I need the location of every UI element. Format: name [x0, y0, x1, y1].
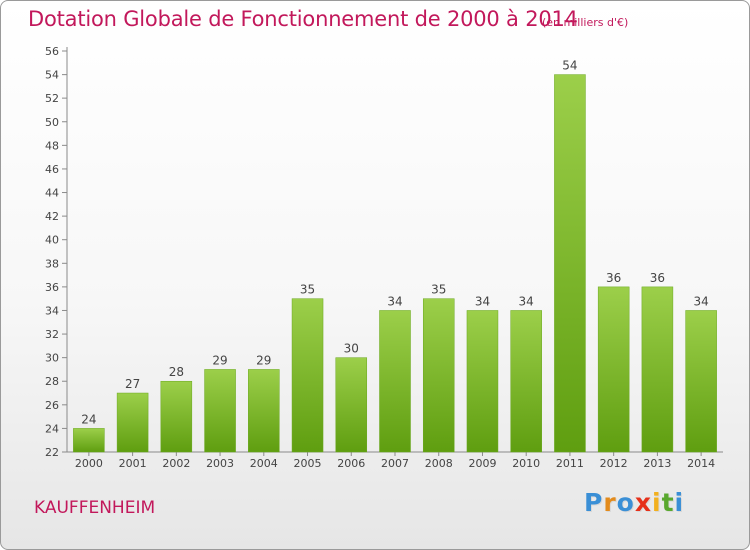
y-tick-label: 54 [45, 69, 59, 82]
x-tick-label: 2009 [468, 457, 496, 470]
bar-2013 [641, 286, 674, 453]
bar-value-label: 36 [606, 271, 621, 285]
y-tick-label: 46 [45, 163, 59, 176]
bar-value-label: 29 [256, 353, 271, 367]
x-tick-label: 2005 [294, 457, 322, 470]
logo-letter: x [634, 488, 652, 517]
x-tick-label: 2007 [381, 457, 409, 470]
bar-2001 [116, 392, 149, 453]
x-tick-label: 2008 [425, 457, 453, 470]
x-tick-label: 2004 [250, 457, 278, 470]
bar-2009 [466, 310, 499, 453]
bar-2007 [379, 310, 411, 453]
logo-letter: r [603, 488, 617, 517]
bar-value-label: 36 [650, 271, 665, 285]
y-tick-label: 26 [45, 399, 59, 412]
bars [73, 74, 717, 453]
bar-2014 [685, 310, 717, 453]
proxiti-logo[interactable]: Proxiti [584, 488, 684, 517]
bar-2006 [335, 357, 368, 453]
logo-letter: i [674, 488, 685, 517]
y-tick-label: 34 [45, 304, 59, 317]
y-tick-label: 30 [45, 352, 59, 365]
x-tick-label: 2001 [119, 457, 147, 470]
y-tick-label: 56 [45, 45, 59, 58]
logo-letter: P [584, 488, 604, 517]
y-tick-label: 48 [45, 139, 59, 152]
bar-2011 [554, 74, 586, 453]
bar-value-label: 35 [300, 283, 315, 297]
bar-2012 [597, 286, 630, 453]
chart-unit: (en milliers d'€) [542, 16, 629, 29]
x-tick-label: 2002 [162, 457, 190, 470]
y-tick-label: 22 [45, 446, 59, 459]
y-tick-label: 36 [45, 281, 59, 294]
bar-value-label: 34 [693, 294, 708, 308]
x-tick-label: 2010 [512, 457, 540, 470]
bar-2000 [73, 428, 105, 453]
logo-letter: i [652, 488, 662, 517]
y-tick-label: 42 [45, 210, 59, 223]
bar-value-label: 34 [387, 294, 402, 308]
y-tick-label: 32 [45, 328, 59, 341]
bar-value-label: 35 [431, 283, 446, 297]
bar-value-label: 30 [344, 342, 359, 356]
x-tick-label: 2014 [687, 457, 715, 470]
y-tick-label: 40 [45, 234, 59, 247]
bar-value-label: 28 [169, 365, 184, 379]
y-tick-label: 50 [45, 116, 59, 129]
bar-value-label: 34 [475, 294, 490, 308]
data-labels: 2000 24 2001 27 2002 28 2003 29 2004 29 2005 35 2006… [75, 59, 715, 470]
bar-2005 [291, 298, 324, 453]
x-tick-label: 2013 [643, 457, 671, 470]
x-tick-label: 2012 [600, 457, 628, 470]
logo-letter: t [661, 488, 675, 517]
bar-2003 [204, 369, 236, 453]
bar-value-label: 54 [562, 59, 577, 73]
commune-name: KAUFFENHEIM [34, 498, 156, 518]
x-tick-label: 2003 [206, 457, 234, 470]
bar-value-label: 34 [519, 294, 534, 308]
logo-letter: o [616, 488, 635, 517]
x-tick-label: 2000 [75, 457, 103, 470]
bar-2002 [160, 380, 193, 453]
bar-value-label: 29 [212, 353, 227, 367]
bar-value-label: 27 [125, 377, 140, 391]
bar-2008 [422, 298, 455, 453]
y-tick-label: 24 [45, 422, 59, 435]
bar-2010 [510, 310, 542, 453]
y-tick-label: 44 [45, 187, 59, 200]
bar-2004 [248, 369, 280, 453]
bar-value-label: 24 [81, 412, 96, 426]
x-tick-label: 2011 [556, 457, 584, 470]
chart-title: Dotation Globale de Fonctionnement de 20… [28, 7, 578, 31]
axes: 22 24 26 28 30 32 34 36 38 40 42 44 46 48 50 52 54 56 [45, 45, 723, 459]
x-tick-label: 2006 [337, 457, 365, 470]
y-tick-label: 28 [45, 375, 59, 388]
y-tick-label: 52 [45, 92, 59, 105]
y-tick-label: 38 [45, 257, 59, 270]
